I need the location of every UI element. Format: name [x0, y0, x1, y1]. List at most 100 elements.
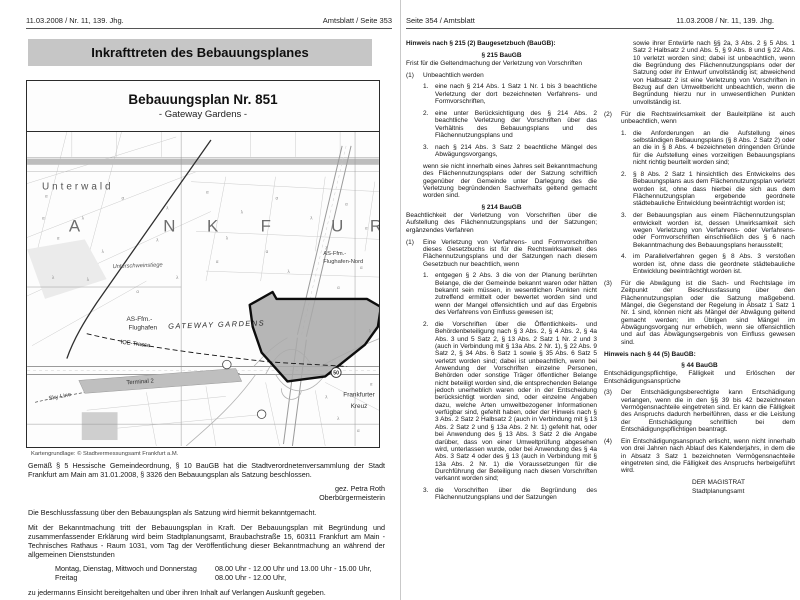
map-label-as-nord-2: Flughafen-Nord: [323, 259, 363, 265]
tree-symbol: λ: [337, 416, 340, 421]
text-block: (3) Für die Abwägung ist die Sach- und Re…: [604, 279, 795, 346]
map-title: Bebauungsplan Nr. 851: [128, 92, 278, 107]
office-hours-table: Montag, Dienstag, Mittwoch und Donnersta…: [28, 564, 385, 583]
map-label-city-letter: N: [163, 216, 175, 235]
text-block: 1. die Anforderungen an die Aufstellung e…: [621, 129, 795, 167]
hours-time: 08.00 Uhr - 12.00 Uhr und 13.00 Uhr - 15…: [215, 564, 372, 574]
text-block: Entschädigungspflichtige, Fälligkeit und…: [604, 370, 795, 385]
text-block: DER MAGISTRAT: [692, 479, 745, 487]
page-gutter-divider: [400, 0, 401, 600]
hours-day: Montag, Dienstag, Mittwoch und Donnersta…: [55, 564, 197, 574]
tree-symbol: λ: [156, 237, 159, 242]
text-block: Beachtlichkeit der Verletzung von Vorsch…: [406, 212, 597, 234]
map-label-gateway-gardens: GATEWAY GARDENS: [168, 318, 265, 330]
text-block: sowie ihrer Entwürfe nach §§ 2a, 3 Abs. …: [633, 40, 795, 106]
ice-rail-line: [86, 333, 348, 367]
left-page-header: 11.03.2008 / Nr. 11, 139. Jhg. Amtsblatt…: [26, 16, 392, 29]
text-block: (2) Für die Rechtswirksamkeit der Bauleit…: [604, 110, 795, 125]
text-block: Stadtplanungsamt: [692, 488, 745, 496]
right-header-date: 11.03.2008 / Nr. 11, 139. Jhg.: [676, 16, 774, 25]
map-label-terminal2: Terminal 2: [126, 378, 154, 386]
tree-symbol: λ: [226, 235, 229, 240]
left-header-page: Amtsblatt / Seite 353: [322, 16, 392, 25]
site-plan-map: Unterwald A N K F U R Unterschweinstiege AS-F…: [27, 132, 379, 446]
map-label-city-letter: A: [69, 216, 81, 235]
forest-clearing: [27, 239, 107, 299]
map-credit-line: Kartengrundlage: © Stadtvermessungsamt F…: [31, 451, 179, 457]
curved-road: [66, 139, 212, 359]
text-block: wenn sie nicht innerhalb eines Jahres se…: [423, 162, 597, 200]
tree-symbol: α: [206, 190, 209, 195]
paragraph-inkraft: Mit der Bekanntmachung tritt der Bebauun…: [28, 523, 385, 560]
text-block: § 214 BauGB: [481, 204, 522, 212]
left-header-date: 11.03.2008 / Nr. 11, 139. Jhg.: [26, 16, 124, 25]
text-block: 3. der Bebauungsplan aus einem Flächennut…: [621, 212, 795, 249]
tree-symbol: α: [136, 289, 139, 294]
map-label-city-letter: U: [331, 216, 343, 235]
tree-symbol: α: [122, 196, 125, 201]
tree-symbol: α: [345, 202, 348, 207]
signature-role: Oberbürgermeisterin: [319, 492, 385, 502]
tree-symbol: λ: [87, 277, 90, 282]
text-block: (1) Unbeachtlich werden: [406, 71, 484, 79]
airport-building: [81, 412, 118, 441]
text-block: (4) Ein Entschädigungsanspruch erlischt, …: [604, 438, 795, 475]
map-vegetation-symbols: α λ α λ α λ α λ α λ α λ α λ α λ α λ α λ α λ α λ α λ α λ α λ: [42, 190, 373, 433]
text-block: 3. nach § 214 Abs. 3 Satz 2 beachtliche M…: [423, 143, 597, 159]
text-block: Frist für die Geltendmachung der Verletz…: [406, 59, 582, 67]
road-band: [27, 158, 379, 165]
tree-symbol: λ: [102, 249, 105, 254]
signature-block: gez. Petra Roth Oberbürgermeisterin: [28, 484, 385, 502]
map-label-skyline: Sky Line: [48, 392, 72, 402]
paragraph-einsicht: zu jedermanns Einsicht bereitgehalten un…: [28, 587, 326, 597]
tree-symbol: α: [360, 265, 363, 270]
map-label-frankfurter-kreuz-2: Kreuz: [351, 403, 368, 410]
text-block: 2. die Vorschriften über die Öffentlichke…: [423, 321, 597, 483]
hours-time: 08.00 Uhr - 12.00 Uhr,: [215, 572, 287, 582]
tree-symbol: α: [57, 235, 60, 240]
signature-name: gez. Petra Roth: [335, 484, 385, 493]
text-block: § 215 BauGB: [481, 51, 522, 59]
tree-symbol: λ: [287, 269, 290, 274]
tree-symbol: α: [357, 428, 360, 433]
map-label-unterschweinstiege: Unterschweinstiege: [112, 262, 162, 270]
legal-column-left: Hinweis nach § 215 (2) Baugesetzbuch (Ba…: [406, 40, 597, 596]
tree-symbol: α: [337, 285, 340, 290]
right-header-page: Seite 354 / Amtsblatt: [406, 16, 475, 25]
road-badge-50: 50: [333, 371, 339, 377]
tree-symbol: α: [370, 381, 373, 386]
terminal2-building: [78, 368, 243, 394]
road-badge-circle: [330, 367, 342, 378]
tree-symbol: λ: [176, 275, 179, 280]
bebauungsplan-area: [248, 290, 379, 383]
map-label-unterwald: Unterwald: [42, 182, 114, 193]
left-page-body: Gemäß § 5 Hessische Gemeindeordnung, § 1…: [28, 461, 385, 600]
tree-symbol: α: [45, 194, 48, 199]
text-block: Hinweis nach § 215 (2) Baugesetzbuch (Ba…: [406, 40, 556, 47]
legal-column-right: sowie ihrer Entwürfe nach §§ 2a, 3 Abs. …: [604, 40, 795, 596]
tree-symbol: λ: [369, 329, 372, 334]
tree-symbol: λ: [52, 275, 55, 280]
legal-text-area: Hinweis nach § 215 (2) Baugesetzbuch (Ba…: [406, 40, 795, 596]
tree-symbol: λ: [325, 245, 328, 250]
map-label-as-nord-1: AS-Ffm.-: [323, 251, 346, 257]
map-label-as-plan-2: Flughafen: [128, 325, 157, 332]
tree-symbol: λ: [82, 215, 85, 220]
text-block: 4. im Parallelverfahren gegen § 8 Abs. 3 …: [621, 253, 795, 276]
map-label-ice-trasse: ICE-Trasse: [120, 340, 151, 350]
tree-symbol: α: [365, 225, 368, 230]
text-block: (1) Eine Verletzung von Verfahrens- und F…: [406, 238, 597, 268]
map-label-city-letter: F: [261, 216, 271, 235]
tree-symbol: α: [276, 196, 279, 201]
road-badge-circle: [222, 359, 232, 370]
tree-symbol: λ: [310, 215, 313, 220]
page-title: Inkrafttreten des Bebauungsplanes: [28, 39, 372, 66]
text-block: (3) Der Entschädigungsberechtigte kann En…: [604, 389, 795, 434]
map-subtitle: - Gateway Gardens -: [158, 109, 248, 120]
paragraph-beschluss: Gemäß § 5 Hessische Gemeindeordnung, § 1…: [28, 461, 385, 479]
text-block: § 44 BauGB: [681, 362, 718, 370]
road-badge-circle: [256, 409, 267, 419]
map-label-city-letter: R: [370, 216, 379, 235]
tree-symbol: λ: [241, 209, 244, 214]
